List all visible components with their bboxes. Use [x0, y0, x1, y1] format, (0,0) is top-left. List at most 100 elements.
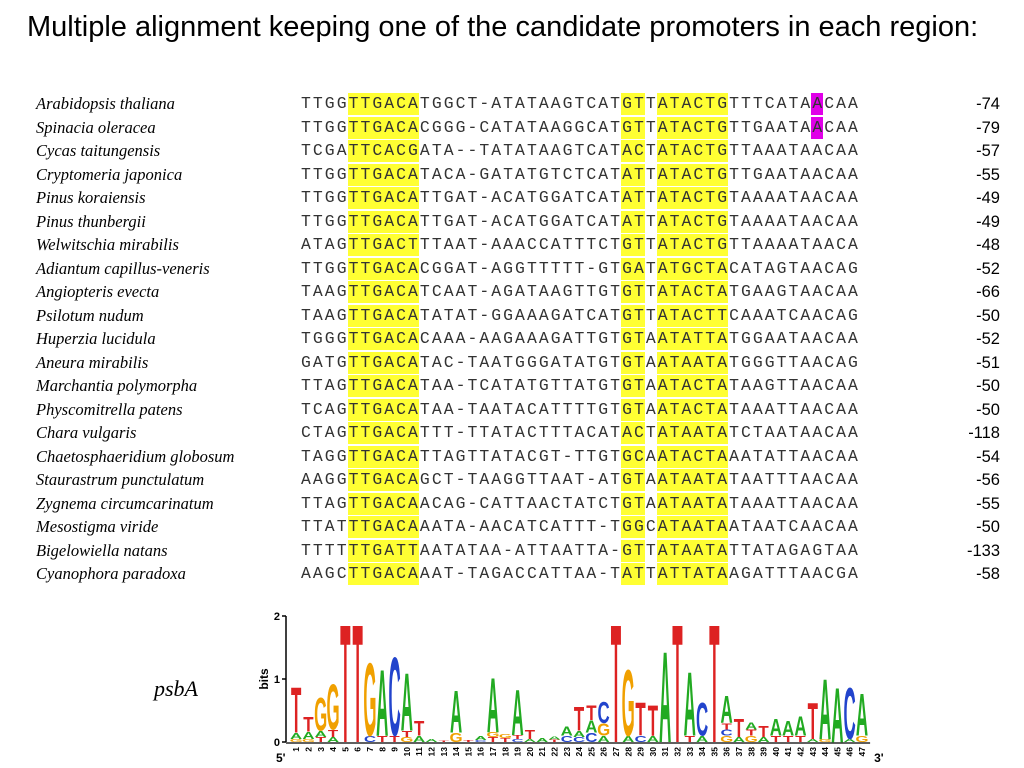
logo-position-label: 37 — [734, 747, 744, 757]
logo-position-label: 17 — [488, 747, 498, 757]
logo-letter-A: A — [475, 736, 487, 742]
logo-letter-T: T — [488, 736, 498, 744]
promoter-position: -56 — [976, 471, 1000, 489]
logo-letter-A: A — [413, 734, 426, 744]
logo-letter-A: A — [487, 661, 499, 748]
logo-letter-T: T — [352, 591, 362, 768]
logo-letter-A: A — [819, 663, 831, 759]
logo-y-label: bits — [257, 668, 271, 690]
promoter-position: -51 — [976, 353, 1000, 372]
species-name: Physcomitrella patens — [36, 399, 183, 419]
logo-letter-A: A — [844, 738, 856, 743]
logo-position-label: 39 — [759, 747, 769, 757]
logo-letter-C: C — [585, 731, 597, 746]
logo-letter-G: G — [622, 651, 635, 757]
logo-letter-T: T — [611, 591, 621, 768]
logo-letter-G: G — [486, 731, 499, 739]
promoter-position: -55 — [976, 165, 1000, 184]
logo-letter-G: G — [302, 738, 315, 743]
logo-letter-A: A — [290, 731, 303, 741]
promoter-position: -79 — [976, 118, 1000, 137]
alignment-row: Marchantia polymorpha T T A G T T G A C A T A A - T C A T A… — [0, 374, 1024, 397]
logo-letter-A: A — [684, 654, 696, 755]
logo-position-label: 8 — [377, 747, 387, 752]
species-name: Pinus koraiensis — [36, 188, 146, 207]
alignment-row: Angiopteris evecta T A A G T T G A C A T C A A T - A G A T A A… — [0, 280, 1024, 303]
logo-letter-T: T — [303, 712, 313, 737]
logo-position-label: 7 — [365, 747, 375, 752]
logo-position-label: 41 — [783, 747, 793, 757]
logo-letter-T: T — [672, 591, 682, 768]
logo-position-label: 6 — [353, 747, 363, 752]
alignment-row: Psilotum nudum T A A G T T G A C A T A T A T - G G A A A G A T C A… — [0, 304, 1024, 327]
logo-position-label: 29 — [636, 747, 646, 757]
promoter-position: -52 — [976, 330, 1000, 348]
logo-letter-T: T — [389, 734, 400, 744]
logo-position-label: 33 — [685, 747, 695, 757]
logo-letter-T: T — [291, 675, 301, 748]
species-name: Huperzia lucidula — [36, 329, 156, 348]
logo-letter-T: T — [525, 728, 536, 743]
logo-letter-G: G — [745, 734, 758, 744]
logo-letter-A: A — [622, 734, 635, 744]
logo-position-label: 35 — [709, 747, 719, 757]
logo-position-label: 12 — [426, 747, 436, 757]
logo-position-label: 3 — [316, 747, 326, 752]
logo-letter-C: C — [573, 736, 585, 744]
logo-letter-C: C — [721, 728, 734, 738]
alignment-row: Cyanophora paradoxa A A G C T T G A C A A A T - T A G A C C A… — [0, 562, 1024, 585]
logo-letter-T: T — [340, 591, 350, 768]
logo-letter-G: G — [400, 736, 413, 744]
logo-letter-A: A — [561, 724, 573, 739]
logo-letter-A: A — [598, 734, 611, 744]
logo-letter-A: A — [302, 729, 314, 741]
alignment-row: Cycas taitungensis T C G A T T C A C G A T A - - T A T A T A A… — [0, 139, 1024, 162]
logo-letter-G: G — [449, 731, 462, 746]
logo-position-label: 44 — [820, 747, 830, 757]
species-name: Cryptomeria japonica — [36, 164, 183, 184]
logo-letter-A: A — [794, 710, 806, 741]
species-name: Marchantia polymorpha — [36, 376, 198, 395]
logo-position-label: 28 — [623, 747, 633, 757]
logo-letter-A: A — [733, 736, 745, 744]
species-name: Adiantum capillus-veneris — [36, 258, 210, 278]
logo-position-label: 15 — [463, 747, 473, 757]
logo-letter-T: T — [463, 740, 474, 743]
logo-position-label: 45 — [832, 747, 842, 757]
logo-position-label: 1 — [291, 747, 301, 752]
logo-position-label: 21 — [537, 747, 547, 757]
alignment-row: Huperzia lucidula T G G G T T G A C A C A A A - A A G A A A G A… — [0, 327, 1024, 350]
logo-position-label: 34 — [697, 747, 707, 757]
logo-letter-C: C — [598, 697, 610, 730]
alignment-row: Aneura mirabilis G A T G T T G A C A T A C - T A A T G G G A T A… — [0, 351, 1024, 374]
logo-position-label: 43 — [808, 747, 818, 757]
logo-letter-T: T — [377, 734, 388, 744]
species-name: Staurastrum punctulatum — [36, 470, 205, 489]
logo-letter-T: T — [783, 734, 794, 744]
alignment-row: Pinus koraiensis T T G G T T G A C A T T G A T - A C A T G G A T… — [0, 186, 1024, 209]
logo-position-label: 9 — [390, 747, 400, 752]
logo-letter-T: T — [685, 734, 696, 744]
logo-y-tick-label: 2 — [274, 611, 280, 623]
logo-letter-G: G — [499, 734, 512, 740]
alignment-row: Zygnema circumcarinatum T T A G T T G A C A A C A G - C A… — [0, 492, 1024, 515]
logo-letter-T: T — [771, 734, 782, 744]
logo-letter-A: A — [524, 738, 536, 743]
logo-letter-A: A — [401, 656, 413, 749]
logo-letter-A: A — [511, 678, 523, 751]
logo-letter-A: A — [745, 720, 757, 732]
promoter-position: -50 — [976, 377, 1000, 395]
logo-position-label: 19 — [513, 747, 523, 757]
logo-letter-T: T — [721, 722, 732, 732]
